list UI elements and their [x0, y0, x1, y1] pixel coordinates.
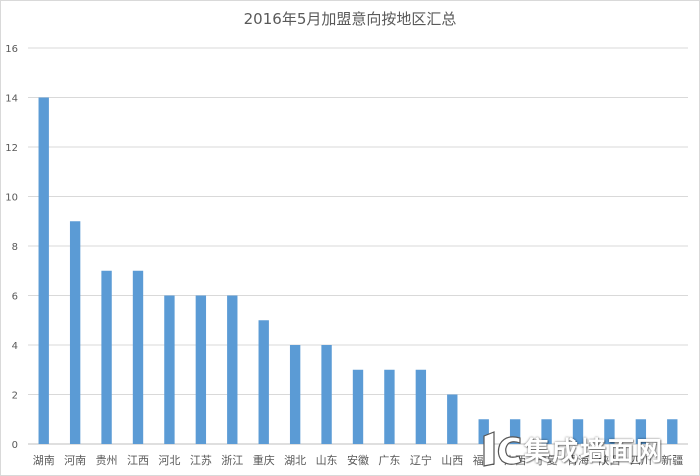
bar: [478, 419, 489, 444]
bar: [38, 97, 49, 444]
x-tick-label: 河南: [64, 454, 86, 467]
bar: [667, 419, 678, 444]
x-tick-label: 辽宁: [410, 453, 432, 467]
x-tick-label: 山西: [441, 454, 463, 467]
bar: [635, 419, 647, 444]
x-tick-label: 浙江: [221, 454, 243, 467]
x-tick-label: 陕西: [598, 453, 620, 467]
bar: [509, 419, 521, 444]
y-tick-label: 12: [5, 143, 18, 154]
bar: [289, 345, 301, 444]
x-tick-label: 江西: [127, 454, 149, 467]
y-tick-label: 6: [12, 292, 18, 303]
y-tick-label: 2: [12, 391, 18, 402]
x-tick-label: 山东: [316, 454, 338, 467]
x-tick-label: 四川: [630, 454, 652, 467]
bar: [447, 394, 458, 444]
watermark-text: 集成墙面网: [524, 437, 665, 467]
bar: [258, 320, 269, 444]
x-tick-label: 宁夏: [536, 453, 558, 467]
x-tick-label: 广东: [378, 454, 400, 467]
x-tick-label: 新疆: [661, 453, 683, 467]
x-tick-label: 青海: [567, 453, 589, 467]
x-tick-label: 安徽: [347, 453, 369, 467]
x-tick-label: 湖北: [284, 454, 306, 467]
bar: [352, 369, 364, 444]
y-tick-label: 10: [5, 193, 18, 204]
x-tick-label: 湖南: [33, 454, 55, 467]
chart-title: 2016年5月加盟意向按地区汇总: [243, 10, 457, 28]
bar: [164, 295, 175, 444]
y-tick-label: 14: [5, 94, 18, 105]
y-tick-label: 16: [5, 44, 18, 55]
y-tick-label: 0: [12, 440, 18, 451]
bar: [604, 419, 615, 444]
bar: [132, 270, 144, 444]
bar: [321, 345, 332, 444]
bar: [69, 221, 81, 444]
bar: [227, 295, 238, 444]
y-tick-label: 8: [12, 242, 18, 253]
bar: [572, 419, 584, 444]
x-tick-label: 重庆: [253, 453, 275, 467]
bar: [415, 369, 427, 444]
bar: [384, 369, 395, 444]
watermark-logo: [483, 431, 522, 467]
bar: [101, 270, 112, 444]
watermark: 集成墙面网: [480, 428, 690, 470]
bar: [541, 419, 552, 444]
y-tick-label: 4: [12, 341, 18, 352]
bar: [195, 295, 207, 444]
x-tick-label: 河北: [158, 454, 180, 467]
x-tick-label: 贵州: [96, 454, 118, 467]
x-tick-label: 江苏: [190, 454, 212, 467]
